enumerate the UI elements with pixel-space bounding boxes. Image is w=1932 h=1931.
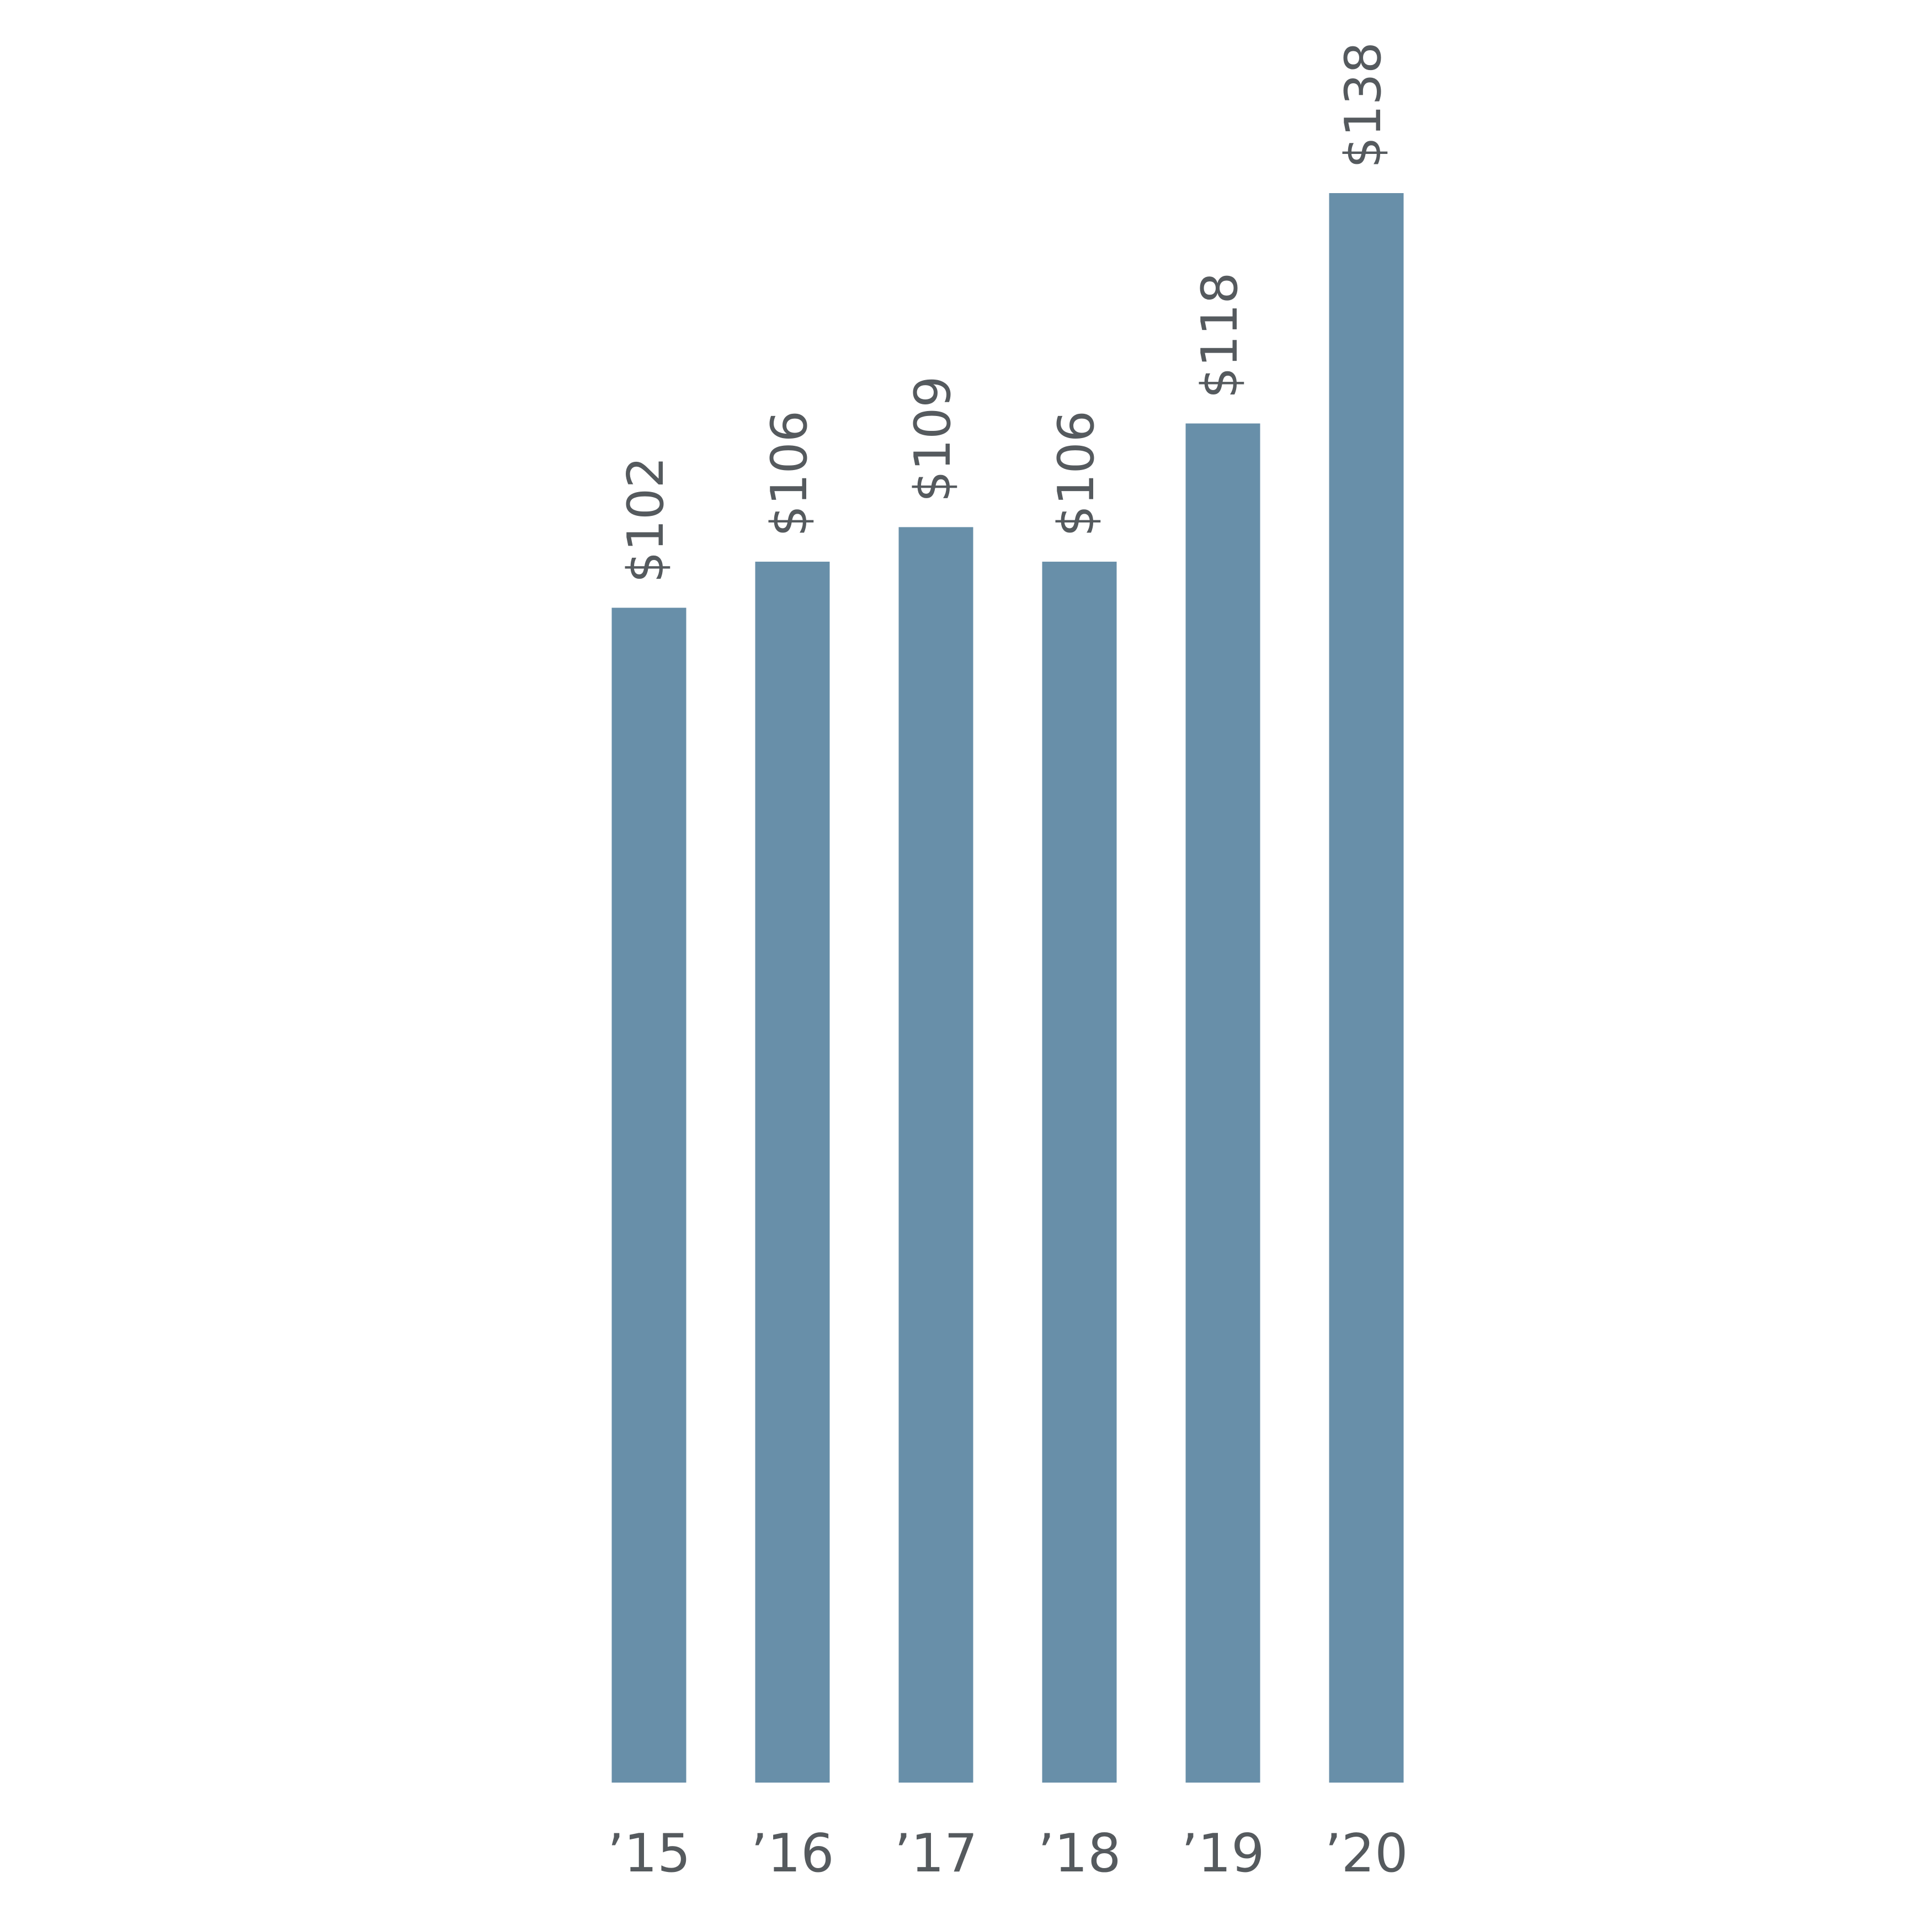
bar xyxy=(1185,423,1260,1783)
value-label: $138 xyxy=(1334,42,1392,168)
value-label: $118 xyxy=(1191,272,1249,398)
x-tick-label: ’19 xyxy=(1181,1823,1264,1884)
bar xyxy=(1329,193,1404,1783)
x-tick-label: ’20 xyxy=(1324,1823,1408,1884)
value-label: $102 xyxy=(617,457,675,583)
bar xyxy=(755,562,830,1783)
value-label: $109 xyxy=(904,376,962,502)
bar xyxy=(898,527,973,1783)
x-tick-label: ’17 xyxy=(894,1823,977,1884)
bar xyxy=(1042,562,1117,1783)
x-tick-label: ’18 xyxy=(1037,1823,1121,1884)
value-label: $106 xyxy=(760,410,818,537)
x-tick-label: ’15 xyxy=(607,1823,690,1884)
x-tick-label: ’16 xyxy=(751,1823,834,1884)
bar xyxy=(611,607,686,1783)
value-label: $106 xyxy=(1047,410,1105,537)
